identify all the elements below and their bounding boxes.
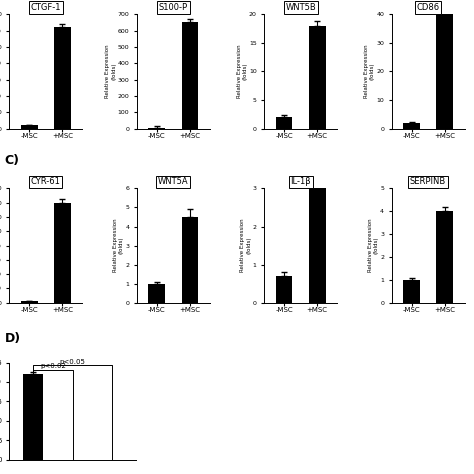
Bar: [403, 123, 420, 128]
Y-axis label: Relative Expression
(folds): Relative Expression (folds): [113, 219, 124, 273]
Title: WNT5B: WNT5B: [285, 3, 316, 12]
Title: CYR-61: CYR-61: [31, 177, 61, 186]
Bar: [309, 188, 326, 303]
Bar: [276, 117, 292, 128]
Bar: [21, 125, 37, 128]
Bar: [437, 14, 453, 128]
Text: D): D): [5, 332, 21, 345]
Bar: [309, 26, 326, 128]
Title: IL-1β: IL-1β: [291, 177, 311, 186]
Title: S100-P: S100-P: [159, 3, 188, 12]
Title: WNT5A: WNT5A: [158, 177, 189, 186]
Title: CD86: CD86: [417, 3, 440, 12]
Bar: [403, 280, 420, 303]
Y-axis label: Relative Expression
(folds): Relative Expression (folds): [368, 219, 379, 273]
Title: SERPINB: SERPINB: [410, 177, 446, 186]
Bar: [23, 374, 43, 460]
Text: p<0.02: p<0.02: [40, 363, 66, 369]
Title: CTGF-1: CTGF-1: [31, 3, 61, 12]
Bar: [54, 27, 71, 128]
Text: C): C): [5, 154, 20, 167]
Bar: [54, 203, 71, 303]
Bar: [182, 217, 198, 303]
Bar: [21, 301, 37, 303]
Bar: [148, 284, 165, 303]
Y-axis label: Relative Expression
(folds): Relative Expression (folds): [364, 45, 375, 98]
Bar: [437, 211, 453, 303]
Y-axis label: Relative Expression
(folds): Relative Expression (folds): [237, 45, 247, 98]
Bar: [182, 22, 198, 128]
Bar: [276, 276, 292, 303]
Text: p<0.05: p<0.05: [60, 359, 86, 365]
Y-axis label: Relative Expression
(folds): Relative Expression (folds): [240, 219, 251, 273]
Y-axis label: Relative Expression
(folds): Relative Expression (folds): [105, 45, 116, 98]
